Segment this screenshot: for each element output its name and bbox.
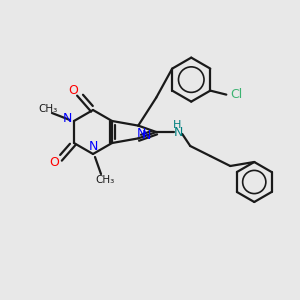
Text: N: N — [62, 112, 72, 125]
Text: CH₃: CH₃ — [38, 104, 58, 114]
Text: N: N — [142, 129, 151, 142]
Text: Cl: Cl — [230, 88, 242, 101]
Text: H: H — [173, 120, 182, 130]
Text: O: O — [49, 155, 59, 169]
Text: O: O — [68, 85, 78, 98]
Text: CH₃: CH₃ — [95, 175, 115, 185]
Text: N: N — [174, 127, 183, 140]
Text: N: N — [88, 140, 98, 152]
Text: N: N — [136, 127, 146, 140]
